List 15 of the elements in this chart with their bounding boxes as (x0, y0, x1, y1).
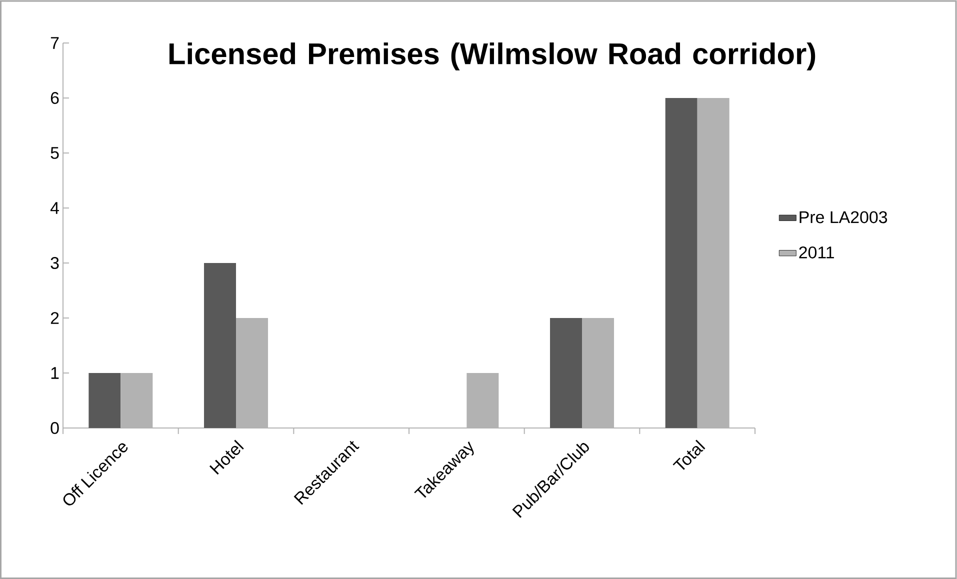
legend-label: Pre LA2003 (800, 211, 888, 224)
bar (204, 262, 236, 428)
chart-title: Licensed Premises (Wilmslow Road corridor) (169, 42, 816, 70)
y-tick-label: 7 (50, 37, 59, 49)
bar (665, 98, 698, 428)
y-tick-label: 0 (50, 422, 59, 434)
y-tick-label: 4 (50, 202, 59, 214)
bar (550, 318, 582, 428)
legend-label: 2011 (799, 246, 834, 258)
y-tick-label: 1 (51, 367, 59, 379)
y-tick-label: 6 (50, 92, 59, 104)
y-tick-label: 2 (50, 312, 59, 324)
y-tick-label: 3 (50, 256, 59, 269)
bar (88, 372, 121, 428)
y-tick-label: 5 (50, 147, 59, 159)
